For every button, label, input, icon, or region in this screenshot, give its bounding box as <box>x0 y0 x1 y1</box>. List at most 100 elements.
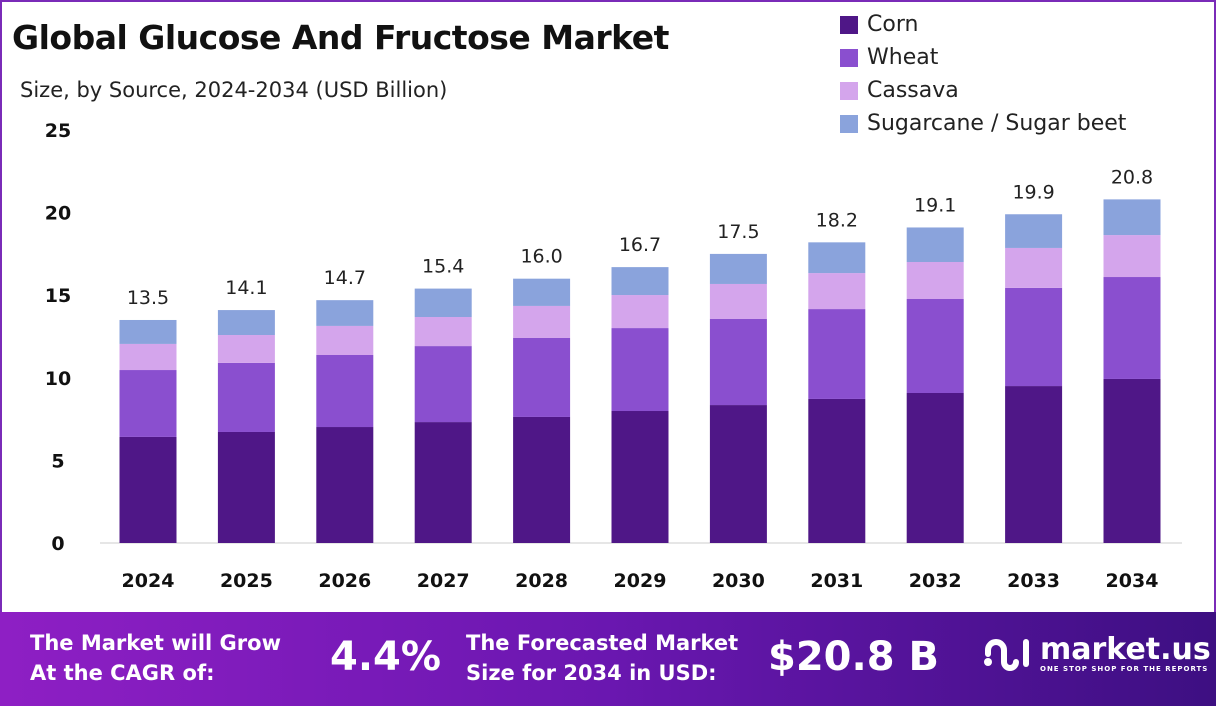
bar-segment-corn <box>611 411 669 543</box>
bar-segment-corn <box>513 416 571 543</box>
bar-segment-sugarcane-sugar-beet <box>1005 214 1063 248</box>
footer-banner: The Market will Grow At the CAGR of: 4.4… <box>0 612 1216 706</box>
bar-segment-cassava <box>808 273 866 310</box>
bar-segment-corn <box>906 392 964 543</box>
cagr-label-line2: At the CAGR of: <box>30 661 215 685</box>
bar-segment-cassava <box>217 335 275 363</box>
bar-segment-wheat <box>611 328 669 412</box>
forecast-label: The Forecasted Market Size for 2034 in U… <box>466 628 738 688</box>
logo-tagline: ONE STOP SHOP FOR THE REPORTS <box>1040 665 1209 673</box>
bar-segment-wheat <box>316 355 374 428</box>
y-tick-label: 25 <box>45 120 71 142</box>
cagr-label-line1: The Market will Grow <box>30 631 281 655</box>
y-tick-label: 10 <box>45 368 71 390</box>
legend-swatch <box>840 48 858 67</box>
legend-swatch <box>840 15 858 34</box>
bar-segment-sugarcane-sugar-beet <box>1103 199 1161 236</box>
legend-swatch <box>840 114 858 133</box>
legend-item-corn: Corn <box>840 8 1126 41</box>
bar-segment-wheat <box>906 298 964 393</box>
bar-total-label: 16.0 <box>520 246 562 268</box>
chart-title: Global Glucose And Fructose Market <box>12 18 669 57</box>
bar-segment-wheat <box>808 309 866 399</box>
bar-segment-sugarcane-sugar-beet <box>709 253 767 284</box>
bar-segment-cassava <box>611 295 669 329</box>
bar-segment-cassava <box>513 305 571 338</box>
plot-area: 051015202513.5202414.1202514.7202615.420… <box>45 120 1182 592</box>
x-tick-label: 2032 <box>909 570 962 592</box>
forecast-label-line2: Size for 2034 in USD: <box>466 661 717 685</box>
legend-item-cassava: Cassava <box>840 74 1126 107</box>
bar-segment-corn <box>1005 386 1063 543</box>
bar-segment-cassava <box>1005 247 1063 288</box>
bar-total-label: 20.8 <box>1111 166 1153 188</box>
bar-segment-sugarcane-sugar-beet <box>316 300 374 326</box>
bar-segment-corn <box>1103 378 1161 543</box>
legend-item-wheat: Wheat <box>840 41 1126 74</box>
bar-segment-cassava <box>316 325 374 356</box>
bar-segment-corn <box>414 422 472 543</box>
legend-item-sugarcane: Sugarcane / Sugar beet <box>840 107 1126 140</box>
bar-segment-sugarcane-sugar-beet <box>808 242 866 274</box>
bar-segment-cassava <box>906 261 964 299</box>
bar-total-label: 17.5 <box>717 221 759 243</box>
bar-total-label: 16.7 <box>619 234 661 256</box>
bar-segment-sugarcane-sugar-beet <box>119 319 177 344</box>
bar-segment-wheat <box>414 346 472 423</box>
bar-segment-cassava <box>414 317 472 347</box>
bar-segment-wheat <box>1103 277 1161 379</box>
bar-total-label: 13.5 <box>127 287 169 309</box>
bar-segment-wheat <box>217 362 275 432</box>
legend-label: Sugarcane / Sugar beet <box>867 111 1127 136</box>
x-tick-label: 2033 <box>1007 570 1060 592</box>
bar-segment-wheat <box>1005 287 1063 387</box>
x-tick-label: 2034 <box>1106 570 1159 592</box>
y-tick-label: 20 <box>45 203 71 225</box>
bar-total-label: 19.9 <box>1012 181 1054 203</box>
logo-mark-icon <box>984 639 1029 671</box>
bar-segment-sugarcane-sugar-beet <box>611 267 669 296</box>
forecast-label-line1: The Forecasted Market <box>466 631 739 655</box>
x-tick-label: 2026 <box>318 570 371 592</box>
bar-segment-corn <box>119 436 177 543</box>
bar-segment-corn <box>316 427 374 543</box>
x-tick-label: 2025 <box>220 570 273 592</box>
bar-segment-wheat <box>709 318 767 406</box>
bar-total-label: 19.1 <box>914 194 956 216</box>
legend-label: Corn <box>867 12 919 37</box>
x-tick-label: 2029 <box>614 570 667 592</box>
bar-segment-corn <box>217 431 275 543</box>
x-tick-label: 2024 <box>122 570 175 592</box>
bar-segment-cassava <box>119 343 177 371</box>
y-tick-label: 5 <box>51 450 64 472</box>
x-tick-label: 2028 <box>515 570 568 592</box>
cagr-value: 4.4% <box>330 634 441 680</box>
chart-subtitle: Size, by Source, 2024-2034 (USD Billion) <box>20 78 448 102</box>
y-tick-label: 15 <box>45 285 71 307</box>
market-us-logo: market.us ONE STOP SHOP FOR THE REPORTS <box>980 632 1211 676</box>
bar-total-label: 18.2 <box>816 209 858 231</box>
bar-segment-wheat <box>119 370 177 437</box>
logo-name: market.us <box>1040 632 1211 667</box>
x-tick-label: 2030 <box>712 570 765 592</box>
bar-total-label: 15.4 <box>422 256 464 278</box>
bar-total-label: 14.1 <box>225 277 267 299</box>
bar-segment-sugarcane-sugar-beet <box>513 278 571 306</box>
legend-swatch <box>840 81 858 100</box>
bar-segment-wheat <box>513 337 571 417</box>
bar-segment-corn <box>709 405 767 543</box>
bar-segment-cassava <box>709 283 767 319</box>
y-tick-label: 0 <box>51 533 64 555</box>
x-tick-label: 2031 <box>810 570 863 592</box>
cagr-label: The Market will Grow At the CAGR of: <box>30 628 281 688</box>
bar-segment-sugarcane-sugar-beet <box>414 288 472 318</box>
bar-segment-corn <box>808 398 866 543</box>
legend-label: Wheat <box>867 45 939 70</box>
legend-label: Cassava <box>867 78 959 103</box>
bar-segment-sugarcane-sugar-beet <box>217 310 275 336</box>
bar-segment-cassava <box>1103 235 1161 278</box>
bar-total-label: 14.7 <box>324 267 366 289</box>
x-tick-label: 2027 <box>417 570 470 592</box>
bar-segment-sugarcane-sugar-beet <box>906 227 964 262</box>
legend: Corn Wheat Cassava Sugarcane / Sugar bee… <box>840 8 1126 140</box>
